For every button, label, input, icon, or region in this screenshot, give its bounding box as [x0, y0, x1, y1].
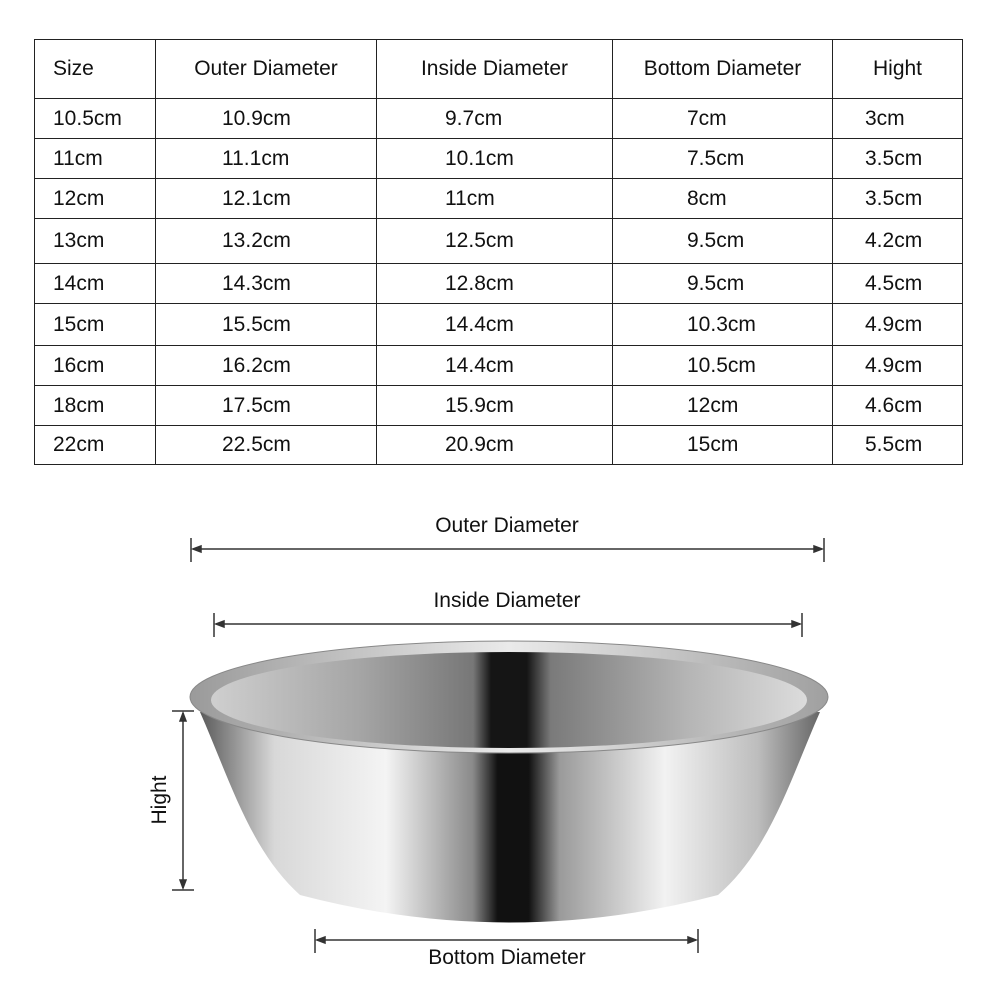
table-cell: 4.2cm [832, 218, 963, 264]
table-cell: 5.5cm [832, 425, 963, 465]
table-row: 10.5cm 10.9cm 9.7cm 7cm 3cm [34, 98, 963, 139]
table-cell: 14.4cm [376, 345, 613, 386]
table-cell: 3.5cm [832, 138, 963, 179]
table-cell: 11.1cm [155, 138, 377, 179]
table-cell: 11cm [34, 138, 156, 179]
table-cell: 4.9cm [832, 345, 963, 386]
table-cell: 20.9cm [376, 425, 613, 465]
table-cell: 15cm [34, 303, 156, 346]
table-cell: 4.6cm [832, 385, 963, 426]
inside-diameter-label: Inside Diameter [433, 589, 581, 612]
table-cell: 9.5cm [612, 263, 833, 304]
table-cell: 3cm [832, 98, 963, 139]
table-row: 11cm 11.1cm 10.1cm 7.5cm 3.5cm [34, 138, 963, 179]
table-cell: 14cm [34, 263, 156, 304]
table-row: 18cm 17.5cm 15.9cm 12cm 4.6cm [34, 385, 963, 426]
header-outer-diameter: Outer Diameter [155, 39, 377, 99]
table-row: 12cm 12.1cm 11cm 8cm 3.5cm [34, 178, 963, 219]
table-cell: 4.5cm [832, 263, 963, 304]
table-row: 14cm 14.3cm 12.8cm 9.5cm 4.5cm [34, 263, 963, 304]
table-cell: 7.5cm [612, 138, 833, 179]
bowl-body [200, 712, 820, 923]
table-cell: 3.5cm [832, 178, 963, 219]
size-table: Size Outer Diameter Inside Diameter Bott… [34, 39, 963, 465]
header-height: Hight [832, 39, 963, 99]
bottom-diameter-label: Bottom Diameter [428, 946, 586, 969]
table-cell: 15.5cm [155, 303, 377, 346]
table-row: 13cm 13.2cm 12.5cm 9.5cm 4.2cm [34, 218, 963, 264]
table-cell: 14.4cm [376, 303, 613, 346]
table-cell: 15.9cm [376, 385, 613, 426]
table-cell: 15cm [612, 425, 833, 465]
table-cell: 14.3cm [155, 263, 377, 304]
table-row: 22cm 22.5cm 20.9cm 15cm 5.5cm [34, 425, 963, 465]
table-cell: 10.9cm [155, 98, 377, 139]
table-cell: 12cm [34, 178, 156, 219]
table-cell: 16cm [34, 345, 156, 386]
bottom-diameter-arrow [314, 929, 699, 953]
outer-diameter-arrow [190, 538, 825, 562]
header-bottom-diameter: Bottom Diameter [612, 39, 833, 99]
height-arrow [172, 710, 194, 891]
table-cell: 9.7cm [376, 98, 613, 139]
table-cell: 12cm [612, 385, 833, 426]
inside-diameter-arrow [213, 613, 803, 637]
height-label: Hight [148, 775, 171, 825]
table-cell: 7cm [612, 98, 833, 139]
outer-diameter-label: Outer Diameter [435, 514, 579, 537]
table-header-row: Size Outer Diameter Inside Diameter Bott… [34, 39, 963, 99]
bowl-inside [211, 652, 807, 748]
table-cell: 10.1cm [376, 138, 613, 179]
table-cell: 12.8cm [376, 263, 613, 304]
table-cell: 10.5cm [612, 345, 833, 386]
table-cell: 22.5cm [155, 425, 377, 465]
table-cell: 22cm [34, 425, 156, 465]
header-size: Size [34, 39, 156, 99]
table-cell: 13cm [34, 218, 156, 264]
table-cell: 12.1cm [155, 178, 377, 219]
